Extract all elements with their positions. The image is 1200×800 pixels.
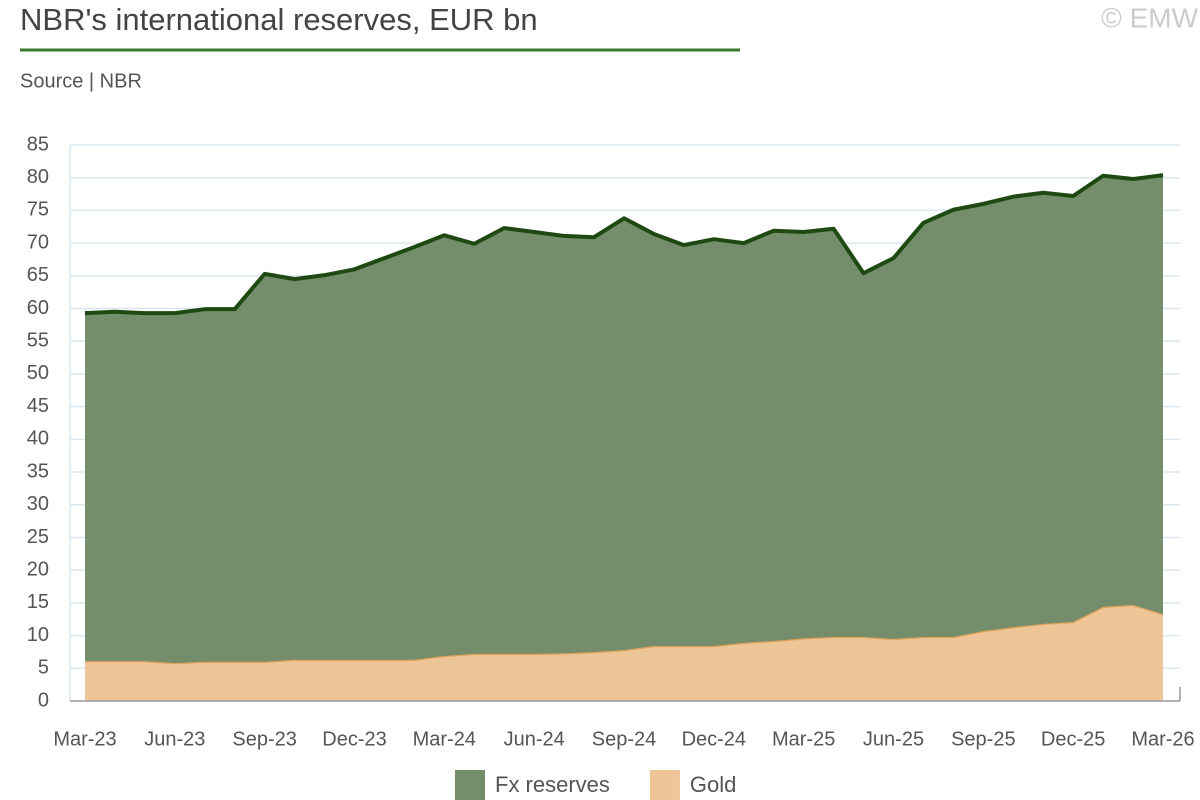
y-tick-label: 65 bbox=[27, 264, 49, 286]
x-tick-label: Sep-25 bbox=[951, 728, 1016, 750]
y-tick-label: 10 bbox=[27, 624, 49, 646]
y-tick-label: 70 bbox=[27, 231, 49, 253]
watermark: © EMW bbox=[1101, 2, 1198, 33]
x-tick-label: Mar-24 bbox=[413, 728, 476, 750]
x-tick-label: Sep-23 bbox=[232, 728, 297, 750]
x-tick-label: Dec-25 bbox=[1041, 728, 1105, 750]
y-tick-label: 35 bbox=[27, 460, 49, 482]
area-line bbox=[84, 173, 1164, 316]
chart-subtitle: Source | NBR bbox=[20, 70, 142, 92]
x-tick-label: Mar-25 bbox=[772, 728, 835, 750]
y-tick-label: 15 bbox=[27, 591, 49, 613]
y-tick-label: 55 bbox=[27, 330, 49, 352]
x-tick-label: Jun-24 bbox=[504, 728, 565, 750]
y-tick-label: 20 bbox=[27, 558, 49, 580]
x-tick-label: Jun-23 bbox=[144, 728, 205, 750]
x-tick-label: Dec-24 bbox=[682, 728, 746, 750]
x-tick-label: Mar-23 bbox=[53, 728, 116, 750]
y-tick-label: 80 bbox=[27, 166, 49, 188]
plot-area bbox=[84, 173, 1164, 701]
legend-label: Fx reserves bbox=[495, 772, 610, 797]
x-tick-label: Sep-24 bbox=[592, 728, 657, 750]
y-tick-label: 50 bbox=[27, 362, 49, 384]
chart-title: NBR's international reserves, EUR bn bbox=[20, 2, 538, 37]
legend-swatch bbox=[649, 770, 680, 800]
y-tick-label: 45 bbox=[27, 395, 49, 417]
y-tick-label: 85 bbox=[27, 133, 49, 155]
x-tick-label: Dec-23 bbox=[322, 728, 386, 750]
y-tick-label: 0 bbox=[38, 689, 49, 711]
y-tick-label: 5 bbox=[38, 657, 49, 679]
y-tick-label: 30 bbox=[27, 493, 49, 515]
x-tick-label: Jun-25 bbox=[863, 728, 924, 750]
legend-swatch bbox=[455, 770, 485, 800]
area bbox=[85, 604, 1163, 701]
x-tick-label: Mar-26 bbox=[1131, 728, 1194, 750]
legend: Fx reserves Gold bbox=[455, 770, 736, 800]
y-tick-label: 40 bbox=[27, 428, 49, 450]
y-tick-label: 60 bbox=[27, 297, 49, 319]
legend-label: Gold bbox=[690, 772, 736, 797]
area bbox=[85, 175, 1163, 664]
y-tick-label: 75 bbox=[27, 199, 49, 221]
y-tick-label: 25 bbox=[27, 526, 49, 548]
axes: 0 5 10 15 20 25 30 35 40 45 50 55 60 65 70 75 80 85 Mar-23… bbox=[27, 133, 1195, 750]
